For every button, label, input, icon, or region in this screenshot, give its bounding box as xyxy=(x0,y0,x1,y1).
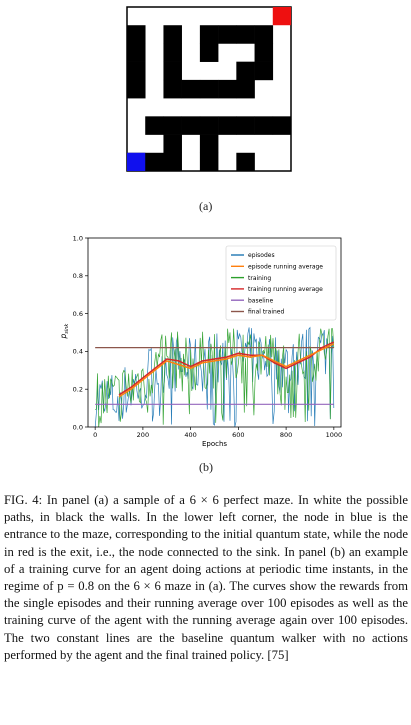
maze-wall xyxy=(127,43,146,62)
maze-wall xyxy=(199,134,219,154)
maze-wall xyxy=(254,25,274,44)
maze-wall xyxy=(163,152,182,172)
y-tick-label: 0.6 xyxy=(73,310,83,318)
y-axis-label: psink xyxy=(59,323,70,340)
x-tick-label: 800 xyxy=(280,431,292,439)
legend-entry: baseline xyxy=(248,297,273,304)
x-tick-label: 200 xyxy=(137,431,149,439)
y-tick-label: 0.4 xyxy=(73,348,83,356)
maze-wall xyxy=(254,43,274,62)
maze-figure xyxy=(126,6,292,172)
legend-entry: episode running average xyxy=(248,264,323,271)
maze-wall xyxy=(199,25,219,44)
maze-wall xyxy=(163,79,182,99)
maze-wall xyxy=(199,116,219,135)
maze-wall xyxy=(236,61,255,81)
maze-wall xyxy=(145,116,164,135)
maze-wall xyxy=(218,116,237,135)
maze-wall xyxy=(199,43,219,62)
maze-wall xyxy=(163,25,182,44)
x-tick-label: 400 xyxy=(184,431,196,439)
maze-wall xyxy=(272,116,292,135)
maze-wall xyxy=(199,79,219,99)
maze-wall xyxy=(163,43,182,62)
maze-exit-node xyxy=(272,7,291,26)
panel-a-label: (a) xyxy=(199,199,213,213)
x-axis-label: Epochs xyxy=(202,440,227,448)
x-tick-label: 1000 xyxy=(326,431,343,439)
x-tick-label: 600 xyxy=(232,431,244,439)
maze-wall xyxy=(127,79,146,99)
legend-entry: episodes xyxy=(248,252,275,259)
training-curve-chart: 0.0 0.2 0.4 0.6 0.8 1.0 0 200 400 600 800 1000 Epoch… xyxy=(59,234,343,448)
legend-entry: training xyxy=(248,275,271,282)
maze-wall xyxy=(236,79,255,99)
maze-wall xyxy=(181,116,201,135)
y-tick-label: 0.2 xyxy=(73,386,83,394)
maze-wall xyxy=(254,61,274,81)
maze-wall xyxy=(236,116,255,135)
legend-entry: final trained xyxy=(248,309,284,316)
figure-caption: FIG. 4: In panel (a) a sample of a 6 × 6… xyxy=(4,493,408,662)
x-tick-label: 0 xyxy=(93,431,97,439)
maze-wall xyxy=(127,25,146,44)
maze-wall xyxy=(181,79,201,99)
plot-frame xyxy=(87,237,342,428)
maze-wall xyxy=(199,152,219,172)
maze-wall xyxy=(218,79,237,99)
maze-wall xyxy=(145,152,164,172)
maze-wall xyxy=(236,25,255,44)
y-axis-label-subscript: sink xyxy=(64,323,70,334)
y-tick-label: 1.0 xyxy=(73,234,83,242)
panel-b-label: (b) xyxy=(199,460,213,474)
training-series-line xyxy=(95,328,335,428)
maze-wall xyxy=(163,134,182,154)
maze-wall xyxy=(218,25,237,44)
maze-entrance-node xyxy=(127,152,146,171)
y-tick-label: 0.0 xyxy=(73,423,83,431)
legend-entry: training running average xyxy=(248,286,323,293)
maze-wall xyxy=(163,61,182,81)
maze-wall xyxy=(254,116,274,135)
maze-wall xyxy=(163,116,182,135)
training-running-average-line xyxy=(118,341,335,396)
maze-walls xyxy=(127,7,292,172)
y-tick-label: 0.8 xyxy=(73,272,83,280)
maze-wall xyxy=(127,61,146,81)
legend-box xyxy=(225,245,337,321)
episode-running-average-line xyxy=(118,343,335,398)
maze-wall xyxy=(236,152,255,172)
